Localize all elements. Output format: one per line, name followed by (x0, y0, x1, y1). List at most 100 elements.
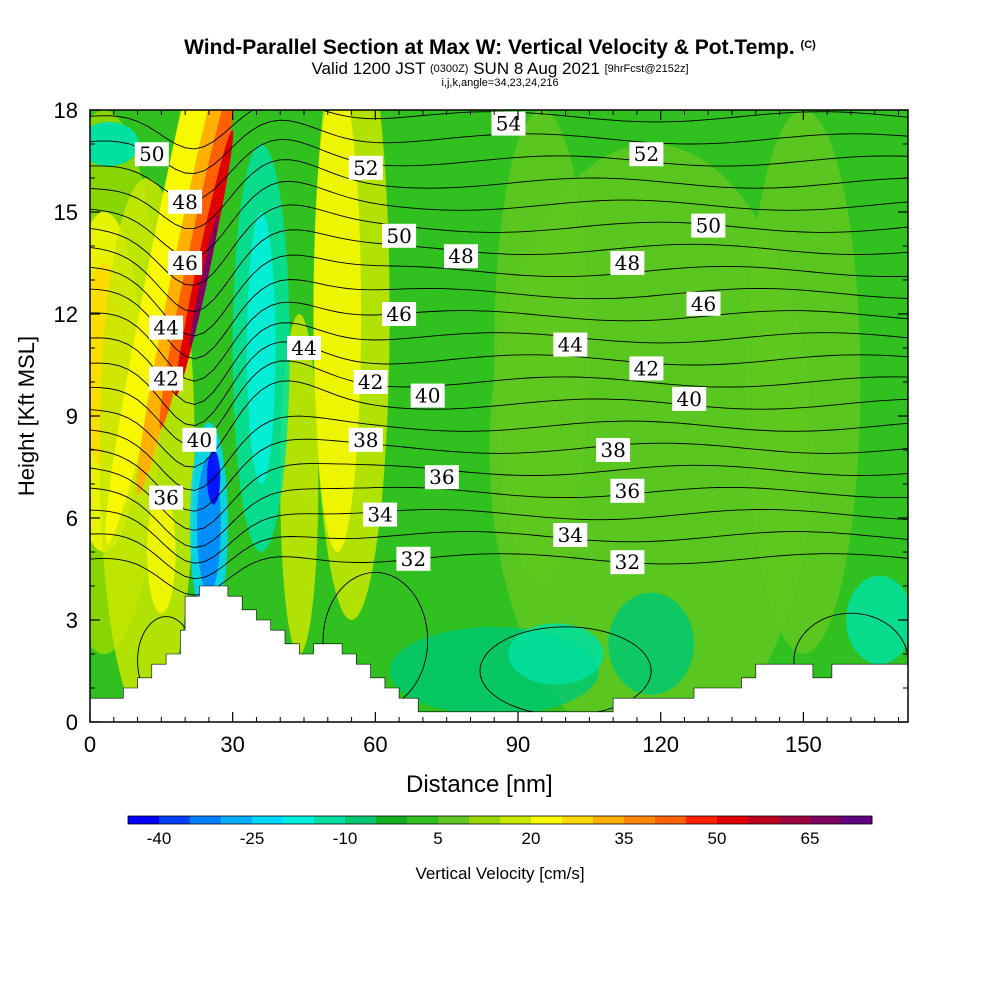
colorbar-swatch (655, 816, 687, 824)
theta-label-text: 42 (358, 370, 383, 394)
theta-label-text: 36 (429, 465, 454, 489)
updraft-weak (494, 110, 590, 586)
theta-label: 44 (287, 336, 321, 360)
colorbar-swatch (748, 816, 780, 824)
theta-label-box (396, 546, 431, 571)
theta-contour-line (90, 415, 908, 491)
colorbar-swatch (283, 816, 315, 824)
theta-label-box (382, 302, 417, 326)
theta-label-text: 38 (600, 438, 625, 462)
theta-label-text: 50 (139, 142, 164, 166)
theta-label: 48 (610, 251, 645, 275)
theta-contour-line (90, 360, 908, 447)
x-axis-label: Distance [nm] (406, 771, 553, 798)
theta-label-text: 42 (634, 356, 659, 380)
updraft-small (147, 490, 176, 614)
theta-label-box (444, 244, 478, 269)
theta-label-text: 48 (615, 251, 640, 275)
theta-contour-line (90, 301, 908, 382)
colorbar-swatch (252, 816, 284, 824)
downdraft-band (246, 212, 276, 484)
theta-label-box (610, 478, 645, 503)
theta-label: 32 (396, 546, 431, 571)
theta-label-text: 44 (291, 336, 316, 360)
colorbar-swatch (438, 816, 470, 824)
theta-label-box (348, 155, 383, 180)
colorbar-swatch (190, 816, 222, 824)
theta-label-text: 42 (153, 367, 178, 391)
theta-contour-line (90, 341, 908, 427)
title-suffix: (C) (800, 39, 816, 51)
theta-label: 46 (168, 251, 203, 275)
colorbar-tick-label: 50 (708, 829, 727, 848)
colorbar-swatch (562, 816, 594, 824)
colorbar-swatch (500, 816, 532, 824)
y-axis-label: Height [Kft MSL] (14, 336, 39, 496)
colorbar-swatch (128, 816, 160, 824)
theta-label-text: 52 (634, 142, 659, 166)
theta-label-text: 50 (696, 214, 721, 238)
theta-label-text: 44 (558, 333, 583, 357)
theta-label-text: 36 (153, 486, 178, 510)
theta-label: 42 (629, 356, 664, 381)
theta-label-box (686, 291, 721, 316)
theta-label-box (553, 523, 588, 547)
theta-contour-line (90, 438, 908, 512)
theta-label: 34 (363, 502, 398, 527)
theta-label: 42 (353, 370, 388, 394)
colorbar-swatch (345, 816, 377, 824)
y-tick-label: 12 (54, 302, 78, 327)
colorbar-tick-label: 20 (522, 829, 541, 848)
theta-label: 38 (348, 427, 383, 452)
y-tick-label: 18 (54, 98, 78, 123)
theta-label-box (168, 251, 203, 275)
theta-contour-line (90, 380, 908, 468)
theta-label-box (168, 189, 203, 214)
x-tick-label: 90 (506, 732, 530, 757)
theta-label-box (287, 336, 321, 360)
theta-contour-line (90, 138, 908, 201)
theta-label-text: 48 (172, 190, 197, 214)
colorbar-swatch (531, 816, 563, 824)
colorbar-swatch (159, 816, 191, 824)
colorbar-swatch (376, 816, 408, 824)
theta-label-text: 40 (676, 387, 701, 411)
theta-contour-line (90, 254, 908, 337)
theta-label-text: 50 (386, 224, 411, 248)
theta-label-text: 46 (691, 292, 716, 316)
theta-label-box (491, 111, 526, 136)
colorbar-swatch (810, 816, 842, 824)
theta-label-box (610, 550, 645, 575)
theta-label: 34 (553, 523, 588, 547)
theta-label: 52 (348, 155, 383, 180)
colorbar-swatch (686, 816, 718, 824)
theta-label: 36 (610, 478, 645, 503)
theta-label: 32 (610, 550, 645, 575)
theta-label-text: 48 (448, 244, 473, 268)
colorbar-swatch (407, 816, 439, 824)
theta-label-box (691, 213, 726, 238)
colorbar-tick-label: 35 (615, 829, 634, 848)
y-tick-label: 3 (66, 608, 78, 633)
updraft-core (175, 129, 234, 397)
theta-label-box (672, 387, 707, 411)
theta-label-box (629, 142, 664, 167)
theta-label-box (348, 427, 383, 452)
theta-label-box (553, 332, 588, 357)
downdraft-weak (608, 592, 694, 695)
terrain (89, 585, 909, 723)
theta-contour-line (90, 509, 908, 564)
downdraft-moderate (508, 623, 604, 685)
theta-label: 36 (149, 485, 184, 510)
theta-label-box (596, 438, 631, 462)
theta-label-box (410, 383, 445, 408)
theta-label-text: 38 (353, 428, 378, 452)
y-tick-label: 9 (66, 404, 78, 429)
theta-label-text: 32 (401, 547, 426, 571)
theta-label: 44 (149, 315, 184, 340)
theta-label: 52 (629, 142, 664, 167)
theta-label: 50 (134, 142, 169, 167)
updraft-band (280, 314, 319, 654)
colorbar-swatch (593, 816, 625, 824)
